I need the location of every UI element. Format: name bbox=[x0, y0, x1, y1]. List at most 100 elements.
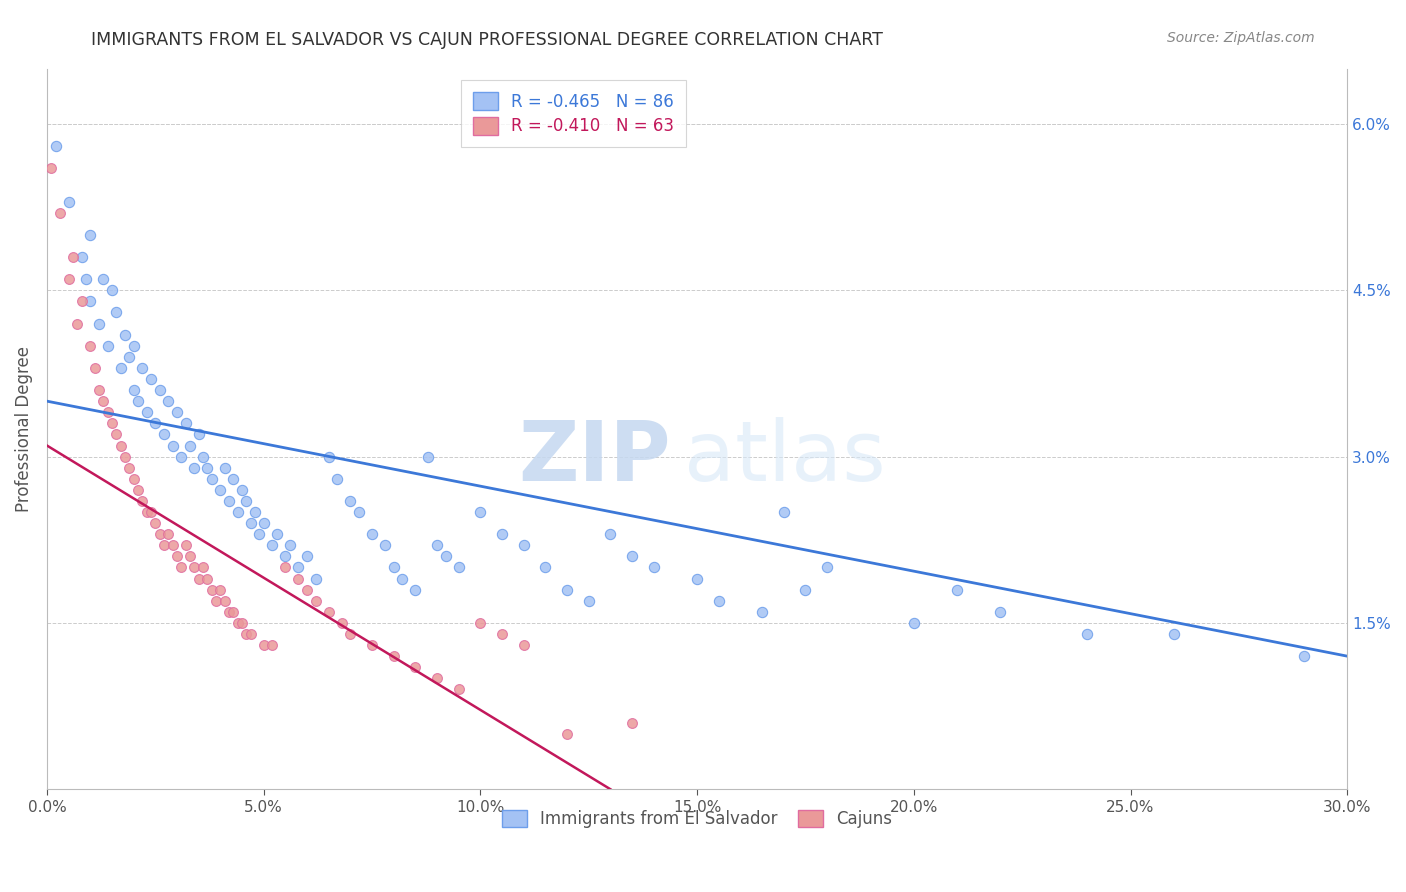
Point bbox=[58, 194, 80, 209]
Point bbox=[101, 417, 124, 431]
Point bbox=[162, 438, 184, 452]
Point bbox=[262, 638, 284, 652]
Point bbox=[87, 383, 110, 397]
Point bbox=[266, 527, 288, 541]
Point bbox=[707, 593, 730, 607]
Point bbox=[218, 605, 240, 619]
Point bbox=[191, 560, 214, 574]
Point bbox=[70, 250, 93, 264]
Text: Source: ZipAtlas.com: Source: ZipAtlas.com bbox=[1167, 31, 1315, 45]
Point bbox=[318, 450, 340, 464]
Point bbox=[235, 494, 257, 508]
Point bbox=[195, 460, 218, 475]
Point bbox=[83, 360, 105, 375]
Point bbox=[599, 527, 621, 541]
Point bbox=[235, 627, 257, 641]
Point bbox=[179, 438, 201, 452]
Point bbox=[122, 472, 145, 486]
Point bbox=[101, 283, 124, 297]
Point bbox=[209, 582, 232, 597]
Text: ZIP: ZIP bbox=[519, 417, 671, 499]
Point bbox=[239, 516, 262, 530]
Point bbox=[287, 560, 309, 574]
Point bbox=[91, 272, 114, 286]
Point bbox=[79, 339, 101, 353]
Point bbox=[1292, 649, 1315, 664]
Point bbox=[114, 327, 136, 342]
Point bbox=[135, 405, 157, 419]
Point bbox=[97, 405, 120, 419]
Point bbox=[330, 615, 353, 630]
Point bbox=[191, 450, 214, 464]
Y-axis label: Professional Degree: Professional Degree bbox=[15, 346, 32, 512]
Point bbox=[339, 494, 361, 508]
Point bbox=[512, 538, 534, 552]
Point bbox=[187, 427, 209, 442]
Point bbox=[287, 572, 309, 586]
Point bbox=[295, 582, 318, 597]
Point bbox=[87, 317, 110, 331]
Point bbox=[166, 405, 188, 419]
Point bbox=[174, 417, 197, 431]
Point bbox=[361, 527, 384, 541]
Point bbox=[58, 272, 80, 286]
Text: IMMIGRANTS FROM EL SALVADOR VS CAJUN PROFESSIONAL DEGREE CORRELATION CHART: IMMIGRANTS FROM EL SALVADOR VS CAJUN PRO… bbox=[91, 31, 883, 49]
Point bbox=[122, 339, 145, 353]
Point bbox=[226, 615, 249, 630]
Point bbox=[274, 560, 297, 574]
Point bbox=[404, 582, 426, 597]
Point bbox=[66, 317, 89, 331]
Point bbox=[131, 494, 153, 508]
Point bbox=[434, 549, 457, 564]
Point bbox=[49, 205, 72, 219]
Point bbox=[262, 538, 284, 552]
Point bbox=[131, 360, 153, 375]
Point bbox=[70, 294, 93, 309]
Point bbox=[404, 660, 426, 674]
Point bbox=[470, 615, 492, 630]
Point bbox=[491, 627, 513, 641]
Point bbox=[135, 505, 157, 519]
Point bbox=[304, 572, 326, 586]
Point bbox=[426, 671, 449, 685]
Point bbox=[75, 272, 97, 286]
Point bbox=[110, 438, 132, 452]
Point bbox=[91, 394, 114, 409]
Point bbox=[118, 460, 141, 475]
Point bbox=[418, 450, 440, 464]
Point bbox=[643, 560, 665, 574]
Point bbox=[139, 505, 162, 519]
Point bbox=[201, 472, 224, 486]
Point bbox=[772, 505, 794, 519]
Point bbox=[382, 649, 405, 664]
Point bbox=[555, 727, 578, 741]
Point bbox=[149, 383, 172, 397]
Point bbox=[447, 560, 470, 574]
Point bbox=[247, 527, 270, 541]
Point bbox=[153, 538, 176, 552]
Point bbox=[62, 250, 84, 264]
Point bbox=[105, 305, 128, 319]
Point bbox=[243, 505, 266, 519]
Point bbox=[339, 627, 361, 641]
Point bbox=[170, 560, 193, 574]
Point bbox=[946, 582, 969, 597]
Point bbox=[361, 638, 384, 652]
Point bbox=[1163, 627, 1185, 641]
Point bbox=[326, 472, 349, 486]
Point bbox=[118, 350, 141, 364]
Point bbox=[187, 572, 209, 586]
Point bbox=[222, 605, 245, 619]
Point bbox=[512, 638, 534, 652]
Point bbox=[143, 516, 166, 530]
Point bbox=[1076, 627, 1098, 641]
Point bbox=[222, 472, 245, 486]
Point bbox=[218, 494, 240, 508]
Point bbox=[903, 615, 925, 630]
Point bbox=[447, 682, 470, 697]
Point bbox=[578, 593, 600, 607]
Point bbox=[143, 417, 166, 431]
Point bbox=[157, 394, 180, 409]
Point bbox=[201, 582, 224, 597]
Point bbox=[179, 549, 201, 564]
